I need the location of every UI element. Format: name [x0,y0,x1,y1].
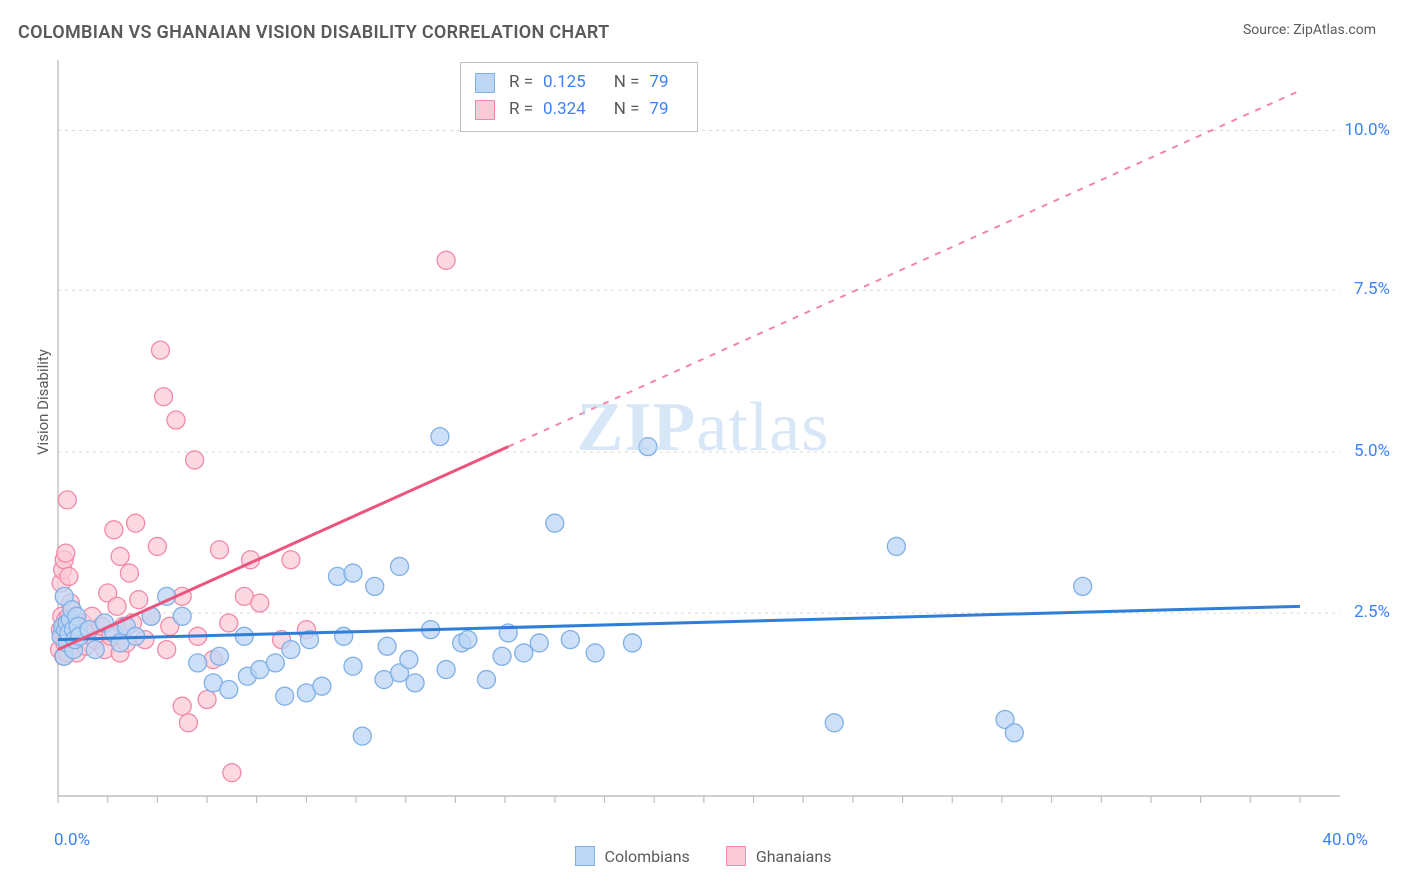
legend-swatch [726,846,746,866]
legend-r-value: 0.125 [543,69,586,96]
legend-item: Colombians [575,846,690,866]
scatter-svg [50,56,1350,826]
legend-item: Ghanaians [726,846,832,866]
y-tick-label: 5.0% [1354,441,1390,461]
chart-title: COLOMBIAN VS GHANAIAN VISION DISABILITY … [18,22,609,43]
legend-swatch [475,73,495,93]
legend-r-label: R = [509,69,533,96]
legend-n-label: N = [614,96,640,123]
source-label: Source: ZipAtlas.com [1243,22,1376,38]
legend-n-label: N = [614,69,640,96]
y-tick-label: 10.0% [1344,120,1390,140]
legend-label: Colombians [605,847,690,866]
legend-r-value: 0.324 [543,96,586,123]
legend-label: Ghanaians [756,847,832,866]
y-tick-label: 2.5% [1354,602,1390,622]
legend-n-value: 79 [649,69,668,96]
legend-n-value: 79 [649,96,668,123]
legend-r-label: R = [509,96,533,123]
legend-row: R = 0.125 N = 79 [475,69,683,96]
plot-area [50,56,1350,826]
legend-swatch [575,846,595,866]
series-legend: Colombians Ghanaians [0,846,1406,866]
correlation-legend: R = 0.125 N = 79 R = 0.324 N = 79 [460,62,698,132]
y-tick-label: 7.5% [1354,279,1390,299]
legend-row: R = 0.324 N = 79 [475,96,683,123]
legend-swatch [475,100,495,120]
